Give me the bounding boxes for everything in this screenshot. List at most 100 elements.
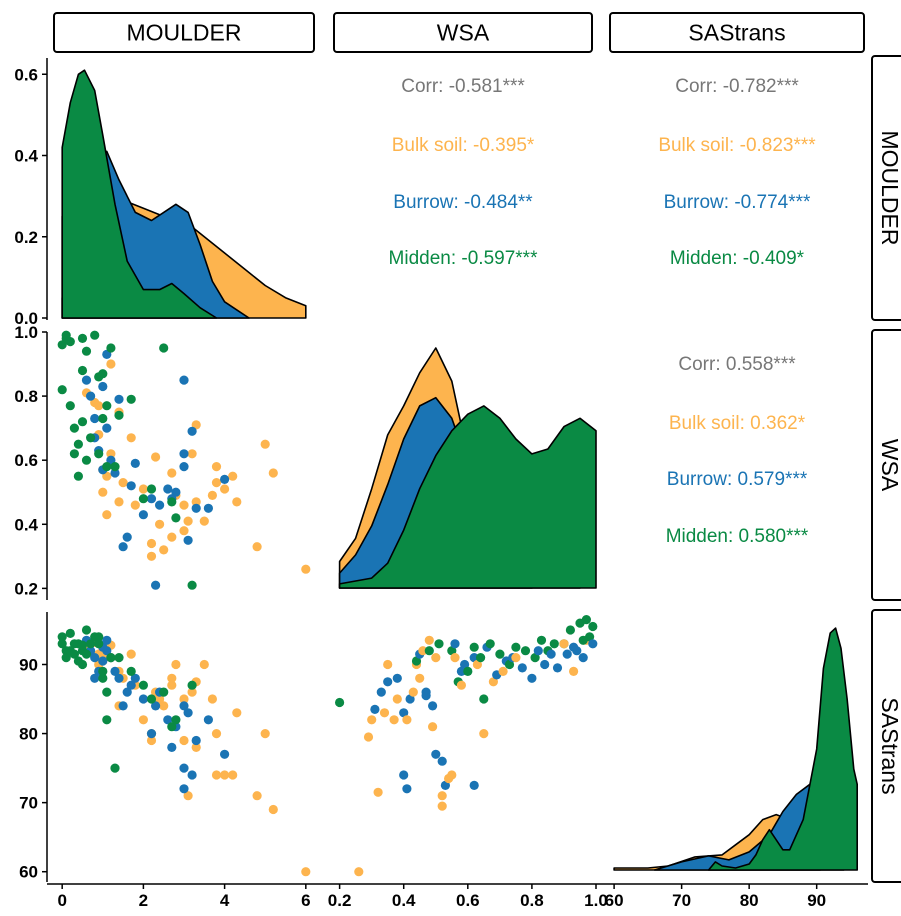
point-moulder-sastrans-midden — [110, 763, 120, 773]
point-wsa-sastrans-burrow — [383, 677, 393, 687]
point-moulder-wsa-burrow — [114, 394, 124, 404]
corr-label-corr: Corr: -0.581*** — [401, 76, 525, 97]
point-moulder-wsa-bulk — [207, 490, 217, 500]
point-moulder-wsa-burrow — [146, 494, 157, 504]
point-moulder-wsa-bulk — [167, 468, 177, 478]
point-moulder-wsa-burrow — [110, 468, 120, 478]
point-moulder-sastrans-burrow — [110, 666, 120, 677]
point-moulder-sastrans-midden — [69, 649, 79, 659]
point-moulder-sastrans-bulk — [211, 770, 222, 780]
point-wsa-sastrans-bulk — [431, 653, 441, 663]
point-moulder-sastrans-bulk — [252, 791, 262, 801]
point-moulder-sastrans-bulk — [301, 867, 311, 877]
point-moulder-wsa-midden — [69, 449, 79, 459]
point-moulder-sastrans-burrow — [183, 708, 193, 718]
point-wsa-sastrans-midden — [530, 653, 540, 663]
point-moulder-wsa-midden — [94, 449, 104, 459]
point-wsa-sastrans-bulk — [569, 666, 579, 677]
point-moulder-wsa-bulk — [228, 471, 238, 481]
point-wsa-sastrans-burrow — [552, 663, 563, 673]
corr-label-midden: Midden: -0.409* — [670, 248, 805, 269]
point-wsa-sastrans-burrow — [392, 673, 402, 683]
corr-label-midden: Midden: 0.580*** — [666, 526, 809, 547]
point-moulder-sastrans-burrow — [138, 694, 148, 704]
x-tick-label: 4 — [220, 891, 230, 910]
point-wsa-sastrans-burrow — [402, 784, 412, 794]
point-wsa-sastrans-bulk — [389, 715, 399, 725]
point-moulder-sastrans-burrow — [130, 673, 140, 683]
y-tick-label: 0.4 — [14, 515, 38, 534]
y-tick-label: 90 — [19, 655, 38, 674]
corr-label-corr: Corr: 0.558*** — [678, 354, 796, 375]
point-moulder-sastrans-burrow — [90, 653, 100, 663]
point-moulder-sastrans-burrow — [126, 680, 136, 690]
point-moulder-wsa-burrow — [102, 423, 112, 433]
point-moulder-wsa-burrow — [118, 542, 128, 552]
point-moulder-wsa-bulk — [94, 401, 104, 411]
y-tick-label: 1.0 — [14, 323, 38, 342]
point-moulder-wsa-bulk — [106, 359, 116, 369]
point-moulder-wsa-bulk — [191, 497, 201, 507]
point-wsa-sastrans-burrow — [517, 663, 527, 673]
point-wsa-sastrans-burrow — [370, 704, 380, 715]
point-wsa-sastrans-midden — [504, 659, 515, 670]
point-wsa-sastrans-bulk — [363, 732, 374, 742]
point-wsa-sastrans-midden — [520, 646, 531, 656]
column-strip-wsa — [333, 12, 593, 53]
point-moulder-wsa-bulk — [151, 452, 161, 462]
point-moulder-wsa-midden — [187, 580, 197, 590]
point-wsa-sastrans-midden — [536, 635, 547, 645]
point-moulder-sastrans-burrow — [90, 673, 100, 683]
point-moulder-sastrans-midden — [171, 715, 181, 725]
point-wsa-sastrans-bulk — [498, 666, 508, 677]
point-moulder-wsa-bulk — [183, 516, 193, 526]
point-moulder-sastrans-midden — [102, 715, 112, 725]
x-tick-label: 90 — [807, 891, 826, 910]
point-wsa-sastrans-burrow — [578, 653, 588, 663]
point-wsa-sastrans-midden — [476, 653, 486, 663]
point-wsa-sastrans-bulk — [392, 694, 402, 704]
point-moulder-wsa-burrow — [86, 391, 96, 401]
point-moulder-sastrans-burrow — [179, 701, 189, 711]
point-wsa-sastrans-bulk — [437, 791, 447, 801]
point-wsa-sastrans-burrow — [460, 659, 470, 670]
point-wsa-sastrans-burrow — [376, 687, 386, 697]
point-wsa-sastrans-bulk — [367, 715, 377, 725]
point-wsa-sastrans-midden — [485, 639, 495, 649]
point-moulder-sastrans-midden — [138, 680, 148, 690]
x-tick-label: 1.0 — [584, 891, 608, 910]
point-wsa-sastrans-midden — [434, 639, 444, 649]
point-moulder-wsa-midden — [167, 497, 177, 507]
point-moulder-sastrans-bulk — [179, 694, 189, 704]
density-sastrans-midden — [707, 627, 858, 871]
point-moulder-wsa-bulk — [167, 532, 177, 542]
point-wsa-sastrans-midden — [479, 694, 489, 704]
point-wsa-sastrans-burrow — [456, 666, 466, 677]
point-moulder-sastrans-burrow — [146, 729, 157, 739]
point-moulder-sastrans-bulk — [167, 680, 177, 690]
point-wsa-sastrans-midden — [469, 642, 479, 652]
point-moulder-wsa-midden — [171, 513, 181, 523]
point-moulder-wsa-midden — [90, 330, 100, 340]
point-moulder-wsa-burrow — [187, 426, 197, 436]
point-moulder-sastrans-midden — [57, 632, 67, 642]
point-moulder-sastrans-midden — [159, 687, 169, 697]
point-moulder-sastrans-bulk — [199, 659, 209, 670]
point-wsa-sastrans-burrow — [399, 770, 409, 780]
point-moulder-wsa-burrow — [203, 503, 213, 513]
point-wsa-sastrans-burrow — [527, 673, 537, 683]
x-tick-label: 80 — [740, 891, 759, 910]
point-moulder-wsa-midden — [102, 462, 112, 472]
point-moulder-wsa-bulk — [301, 564, 311, 574]
point-wsa-sastrans-burrow — [437, 756, 447, 766]
point-wsa-sastrans-burrow — [469, 780, 479, 791]
row-strip-label: MOULDER — [877, 130, 901, 245]
point-moulder-wsa-midden — [114, 410, 124, 420]
point-moulder-wsa-burrow — [183, 535, 193, 545]
point-wsa-sastrans-burrow — [440, 780, 450, 791]
point-moulder-sastrans-burrow — [191, 735, 201, 746]
x-tick-label: 2 — [139, 891, 148, 910]
row-strip-moulder — [871, 55, 901, 321]
point-moulder-wsa-midden — [77, 417, 88, 427]
